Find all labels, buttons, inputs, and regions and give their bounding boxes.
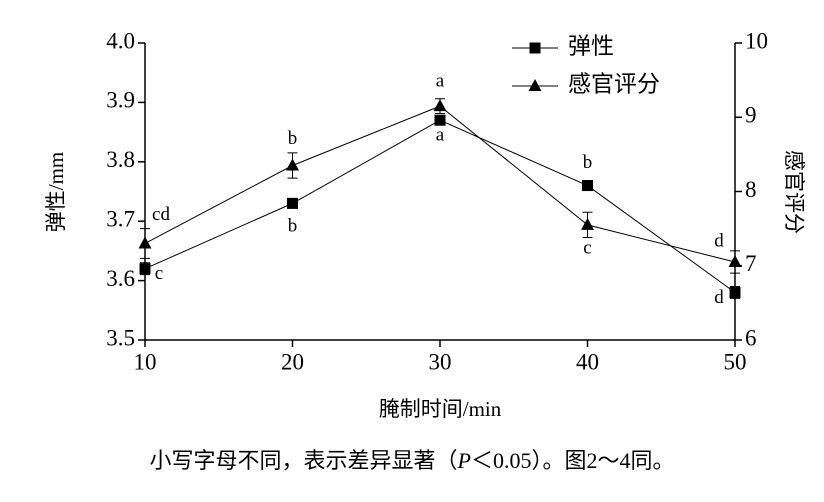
y2-tick-label: 6 (745, 325, 757, 350)
y2-axis-label: 感官评分 (782, 150, 806, 234)
significance-letter: a (436, 125, 445, 146)
marker (729, 286, 741, 298)
note: 小写字母不同，表示差异显著（P＜0.05）。图2～4同。 (150, 448, 675, 473)
x-tick-label: 50 (724, 349, 747, 374)
marker (139, 263, 151, 275)
significance-letter: a (436, 70, 445, 91)
significance-letter: d (714, 230, 724, 251)
y-tick-label: 3.8 (106, 147, 135, 172)
significance-letter: b (288, 216, 298, 237)
marker (433, 99, 447, 112)
y-tick-label: 3.6 (106, 266, 135, 291)
y-tick-label: 4.0 (106, 28, 135, 53)
y-tick-label: 3.7 (106, 206, 135, 231)
legend-label: 感官评分 (568, 71, 660, 96)
legend-label: 弹性 (568, 33, 614, 58)
y-tick-label: 3.9 (106, 88, 135, 113)
marker (138, 236, 152, 249)
marker (286, 158, 299, 171)
y-tick-label: 3.5 (106, 325, 135, 350)
y2-tick-label: 9 (745, 103, 757, 128)
x-tick-label: 40 (576, 349, 599, 374)
significance-letter: c (583, 237, 591, 258)
marker (434, 114, 446, 126)
significance-letter: d (714, 287, 724, 308)
marker (728, 255, 742, 268)
note-text: 小写字母不同，表示差异显著（ (150, 448, 458, 473)
y2-tick-label: 8 (745, 177, 757, 202)
legend-marker (529, 42, 541, 54)
significance-letter: b (583, 152, 593, 173)
series-line (144, 119, 736, 293)
legend-marker (528, 79, 542, 91)
x-tick-label: 10 (134, 349, 157, 374)
x-axis-label: 腌制时间/min (379, 397, 502, 421)
y2-tick-label: 7 (745, 251, 757, 276)
note-italic: P (457, 448, 471, 473)
significance-letter: cd (152, 204, 170, 225)
significance-letter: b (288, 128, 298, 149)
x-tick-label: 30 (429, 349, 452, 374)
marker (582, 180, 593, 192)
note-text: ＜0.05）。图2～4同。 (471, 448, 675, 473)
significance-letter: c (155, 263, 163, 284)
y-axis-label: 弹性/mm (44, 152, 68, 233)
x-tick-label: 20 (281, 349, 304, 374)
y2-tick-label: 10 (745, 28, 768, 53)
marker (581, 217, 594, 230)
marker (287, 197, 298, 209)
